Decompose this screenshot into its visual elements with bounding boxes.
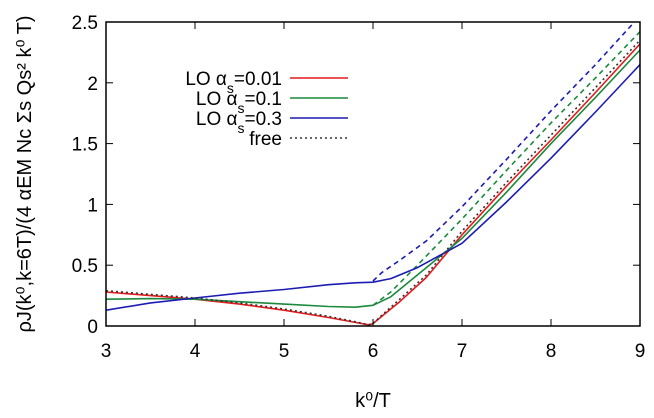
y-tick-label: 2.5 (72, 13, 98, 34)
x-tick-label: 5 (279, 341, 290, 362)
y-axis-label: ρJ(k⁰,k=6T)/(4 αEM Nc Σs Qs² k⁰ T) (14, 15, 36, 332)
y-tick-label: 1 (87, 195, 98, 216)
series-line-4 (372, 22, 636, 282)
y-tick-label: 2 (87, 74, 98, 95)
series-line-2 (372, 31, 640, 306)
series-line-5 (106, 39, 640, 326)
series-line-3 (106, 64, 640, 311)
legend-label-3: free (249, 129, 282, 150)
ticks-layer: 3 4 5 6 7 8 9 0 0.5 1 1.5 2 2.5 (72, 13, 646, 362)
series-layer (106, 22, 640, 326)
y-tick-label: 0.5 (72, 256, 98, 277)
x-tick-label: 3 (101, 341, 112, 362)
y-tick-label: 1.5 (72, 135, 98, 156)
x-tick-label: 4 (190, 341, 201, 362)
y-tick-label: 0 (87, 317, 98, 338)
x-tick-label: 9 (635, 341, 646, 362)
x-axis-label: k⁰/T (355, 390, 391, 412)
x-tick-label: 6 (368, 341, 379, 362)
svg-text:ρJ(k⁰,k=6T)/(4 αEM Nc Σs Qs² k: ρJ(k⁰,k=6T)/(4 αEM Nc Σs Qs² k⁰ T) (14, 15, 36, 332)
x-tick-label: 7 (457, 341, 468, 362)
x-tick-label: 8 (546, 341, 557, 362)
